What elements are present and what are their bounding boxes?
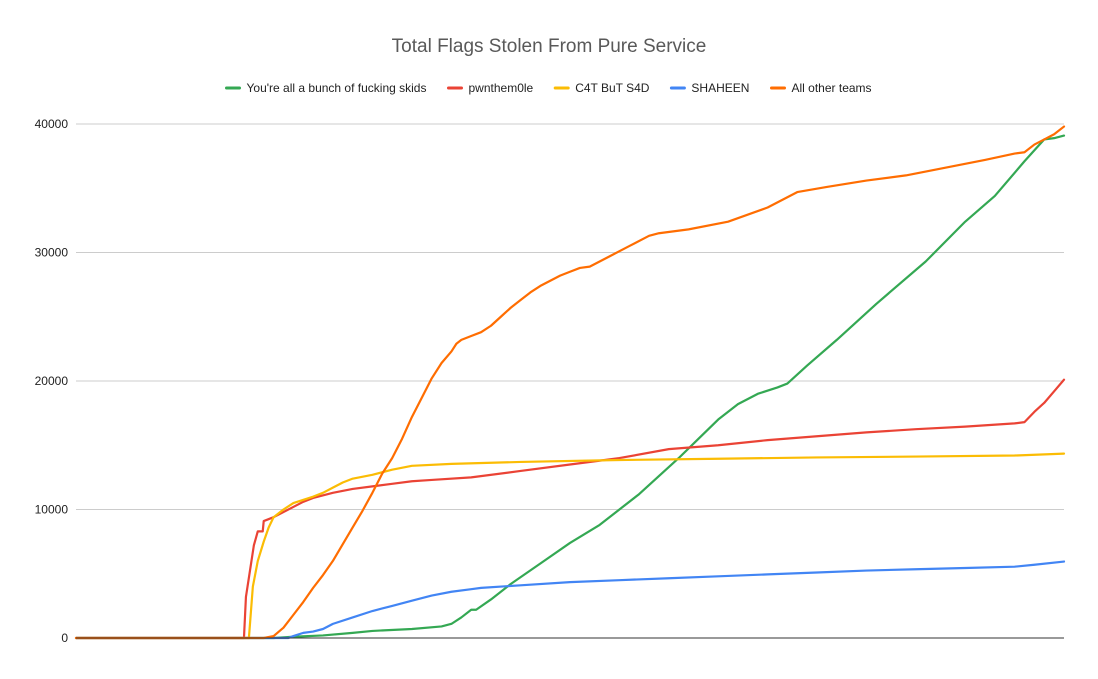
y-tick-label: 30000 bbox=[35, 246, 69, 260]
legend-label: C4T BuT S4D bbox=[575, 81, 650, 95]
y-tick-label: 20000 bbox=[35, 374, 69, 388]
legend-item: All other teams bbox=[770, 81, 872, 95]
legend-item: C4T BuT S4D bbox=[553, 81, 650, 95]
legend-label: You're all a bunch of fucking skids bbox=[247, 81, 427, 95]
legend-label: All other teams bbox=[792, 81, 872, 95]
legend-item: pwnthem0le bbox=[447, 81, 534, 95]
legend-item: You're all a bunch of fucking skids bbox=[225, 81, 427, 95]
legend-label: pwnthem0le bbox=[469, 81, 534, 95]
series-line-0 bbox=[74, 134, 1066, 640]
legend-item: SHAHEEN bbox=[669, 81, 749, 95]
series-line-4 bbox=[74, 125, 1066, 640]
legend-label: SHAHEEN bbox=[691, 81, 749, 95]
legend: You're all a bunch of fucking skids pwnth… bbox=[225, 81, 872, 95]
series-lines bbox=[74, 125, 1066, 640]
y-axis-tick-labels: 0 10000 20000 30000 40000 bbox=[35, 117, 69, 645]
y-tick-label: 40000 bbox=[35, 117, 69, 131]
series-line-2 bbox=[74, 452, 1066, 640]
series-line-3 bbox=[74, 560, 1066, 640]
y-tick-label: 0 bbox=[61, 631, 68, 645]
y-tick-label: 10000 bbox=[35, 503, 69, 517]
gridlines bbox=[76, 123, 1064, 510]
chart-title: Total Flags Stolen From Pure Service bbox=[392, 36, 707, 57]
series-line-1 bbox=[74, 378, 1066, 640]
